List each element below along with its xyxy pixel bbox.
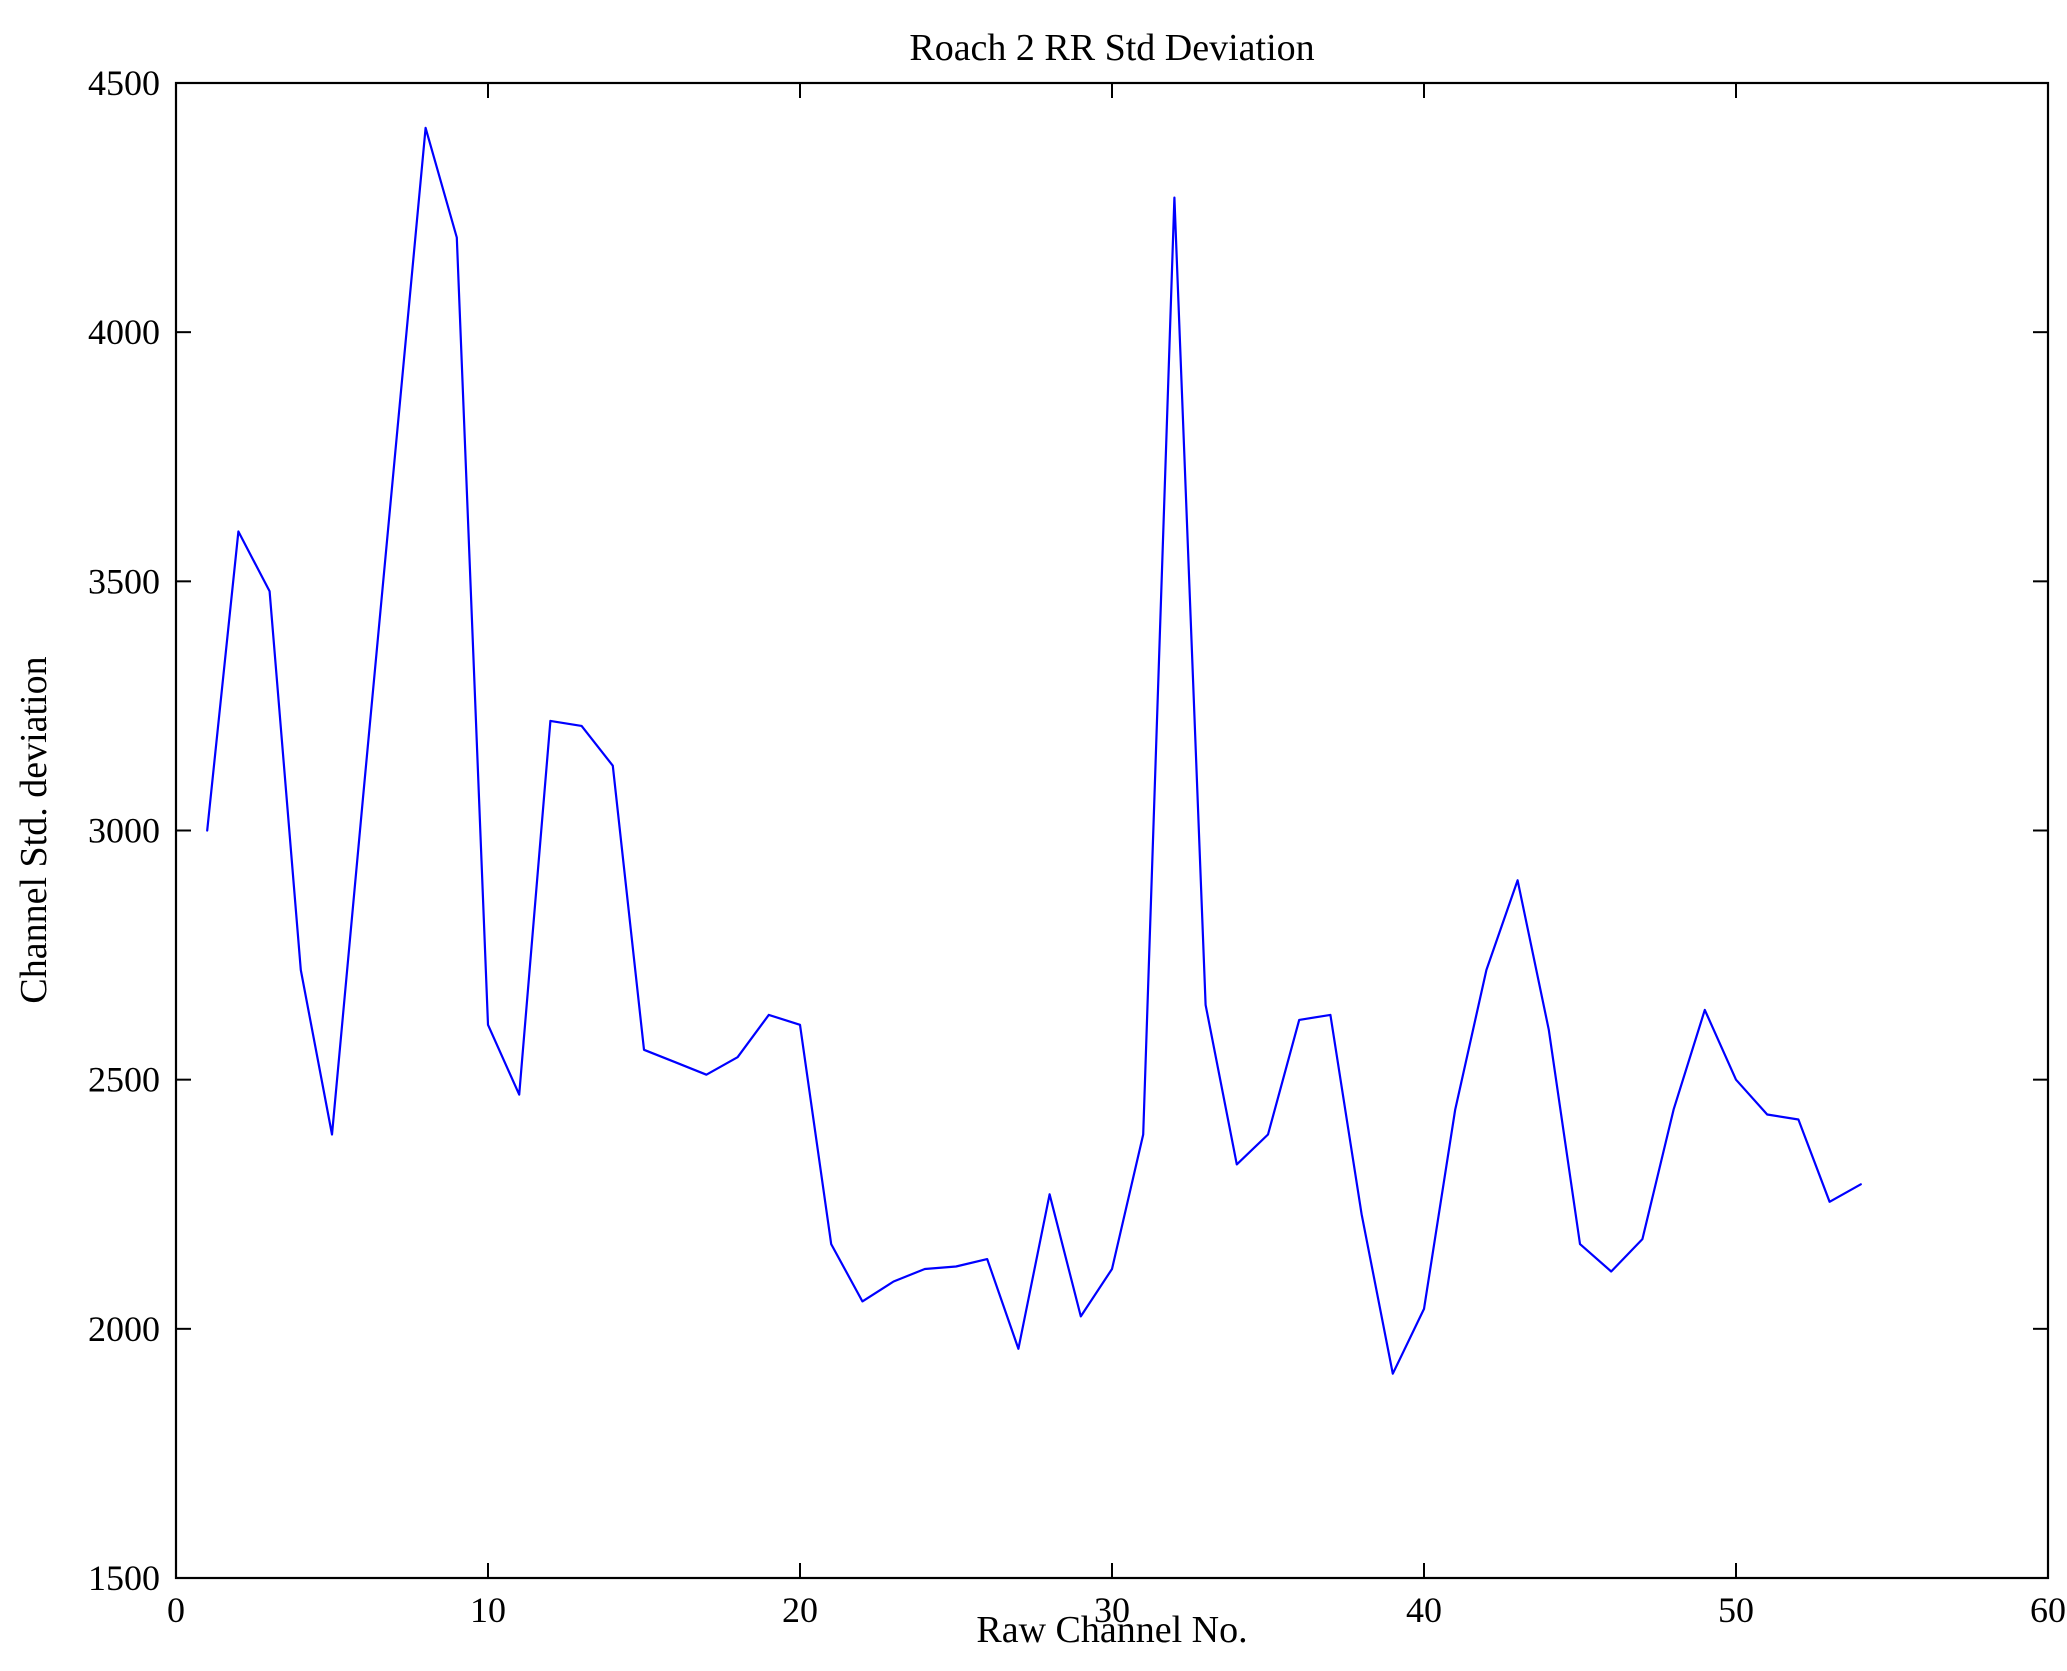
- y-tick-label: 4000: [88, 312, 160, 352]
- x-tick-label: 40: [1406, 1590, 1442, 1630]
- x-tick-label: 20: [782, 1590, 818, 1630]
- y-tick-label: 3500: [88, 561, 160, 601]
- x-tick-label: 60: [2030, 1590, 2066, 1630]
- data-line: [206, 126, 1862, 1375]
- axes-box: [174, 81, 2050, 1580]
- y-tick-label: 4500: [88, 63, 160, 103]
- y-tick-label: 2000: [88, 1309, 160, 1349]
- x-tick-label: 0: [167, 1590, 185, 1630]
- x-axis-label: Raw Channel No.: [976, 1609, 1248, 1651]
- x-tick-label: 30: [1094, 1590, 1130, 1630]
- y-tick-label: 2500: [88, 1060, 160, 1100]
- x-tick-label: 10: [470, 1590, 506, 1630]
- chart-title: Roach 2 RR Std Deviation: [909, 27, 1315, 69]
- x-tick-label: 50: [1718, 1590, 1754, 1630]
- y-tick-label: 1500: [88, 1558, 160, 1598]
- y-tick-label: 3000: [88, 811, 160, 851]
